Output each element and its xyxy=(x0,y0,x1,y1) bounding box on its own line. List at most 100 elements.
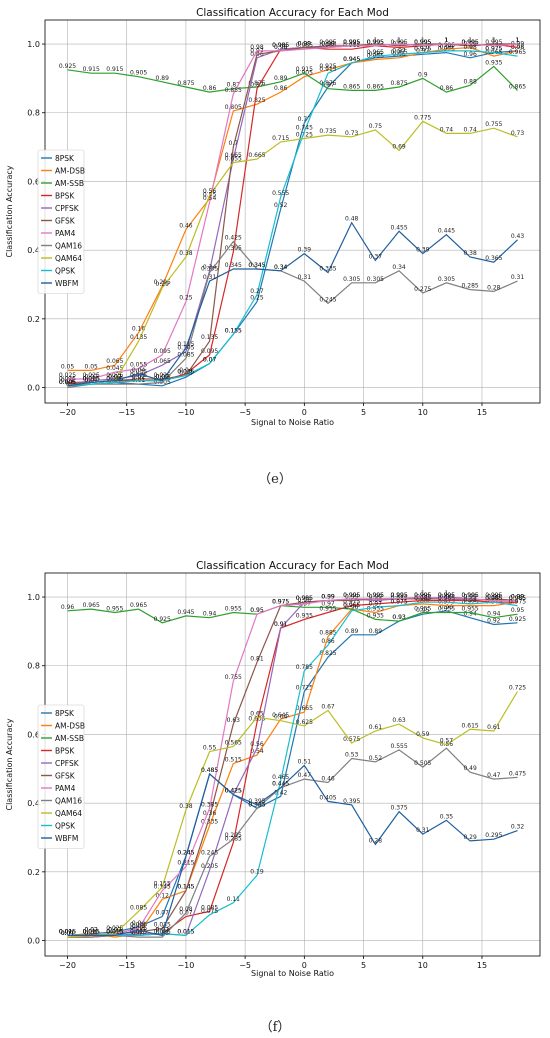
data-label: 0.01 xyxy=(85,377,99,384)
data-label: 0.31 xyxy=(416,827,430,834)
data-label: 0.995 xyxy=(367,592,384,599)
data-label: 0.89 xyxy=(369,628,383,635)
data-label: 0.02 xyxy=(108,374,122,381)
data-label: 0.915 xyxy=(83,66,100,73)
data-label: 0.98 xyxy=(511,44,525,51)
data-label: 0.945 xyxy=(177,609,194,616)
data-label: 0.64 xyxy=(274,714,288,721)
data-label: 0.99 xyxy=(463,593,477,600)
data-label: 0.015 xyxy=(83,928,100,935)
data-label: 0.485 xyxy=(201,767,218,774)
data-label: 0.995 xyxy=(414,39,431,46)
data-label: 0.65 xyxy=(250,710,264,717)
data-label: 0.34 xyxy=(274,264,288,271)
data-label: 0.99 xyxy=(298,40,312,47)
data-label: 0.985 xyxy=(414,595,431,602)
series-line-qpsk xyxy=(67,601,518,937)
data-label: 0.875 xyxy=(390,80,407,87)
data-label: 0.98 xyxy=(511,44,525,51)
data-label: 1 xyxy=(397,37,401,44)
data-label: 0.57 xyxy=(440,738,454,745)
data-label: 0.825 xyxy=(248,97,265,104)
data-label: 0.995 xyxy=(390,592,407,599)
series-line-pam4 xyxy=(67,43,518,380)
chart-title: Classification Accuracy for Each Mod xyxy=(196,560,389,572)
data-label: 0.305 xyxy=(438,276,455,283)
data-label: 0.995 xyxy=(485,39,502,46)
data-label: 0.01 xyxy=(61,930,75,937)
data-label: 0.005 xyxy=(59,379,76,386)
data-label: 0.99 xyxy=(345,593,359,600)
data-label: 0.05 xyxy=(61,363,75,370)
data-label: 0.73 xyxy=(345,130,359,137)
data-label: 0.015 xyxy=(59,928,76,935)
data-label: 1 xyxy=(445,37,449,44)
data-label: 0.925 xyxy=(319,63,336,70)
legend-entry: BPSK xyxy=(55,192,75,201)
data-label: 0.825 xyxy=(319,650,336,657)
data-label: 0.425 xyxy=(225,788,242,795)
data-label: 0.86 xyxy=(440,85,454,92)
data-label: 0.94 xyxy=(203,611,217,618)
data-label: 0.95 xyxy=(511,607,525,614)
data-label: 0.985 xyxy=(272,42,289,49)
data-label: 0.395 xyxy=(225,245,242,252)
data-label: 0.34 xyxy=(274,264,288,271)
data-label: 0.31 xyxy=(203,274,217,281)
y-tick-label: 1.0 xyxy=(27,40,40,49)
data-label: 0.99 xyxy=(511,593,525,600)
data-label: 0.02 xyxy=(108,927,122,934)
data-label: 0.445 xyxy=(272,781,289,788)
x-tick-label: 5 xyxy=(361,961,366,970)
series-line-qam64 xyxy=(67,120,518,387)
data-label: 0.995 xyxy=(414,39,431,46)
data-label: 0.715 xyxy=(272,135,289,142)
y-tick-label: 0.2 xyxy=(27,868,40,877)
data-label: 0.455 xyxy=(390,224,407,231)
y-tick-label: 0.8 xyxy=(27,109,40,118)
data-label: 0.955 xyxy=(106,606,123,613)
legend-entry: AM-SSB xyxy=(55,734,84,743)
data-label: 0.245 xyxy=(177,849,194,856)
data-label: 0.995 xyxy=(485,592,502,599)
data-label: 0.02 xyxy=(85,927,99,934)
data-label: 0.075 xyxy=(201,908,218,915)
legend-entry: GFSK xyxy=(55,772,76,781)
data-label: 0.475 xyxy=(509,770,526,777)
data-label: 0.59 xyxy=(416,731,430,738)
data-label: 0.53 xyxy=(345,751,359,758)
series-line-cpfsk xyxy=(67,596,518,937)
data-label: 0.955 xyxy=(225,606,242,613)
data-label: 0.56 xyxy=(203,188,217,195)
data-label: 0.065 xyxy=(154,358,171,365)
data-label: 0.365 xyxy=(485,255,502,262)
data-label: 0.035 xyxy=(154,922,171,929)
data-label: 0.735 xyxy=(319,128,336,135)
data-label: 0.405 xyxy=(319,794,336,801)
data-label: 0.575 xyxy=(343,736,360,743)
data-label: 0.995 xyxy=(343,592,360,599)
data-label: 0.87 xyxy=(227,82,241,89)
data-label: 0.945 xyxy=(343,56,360,63)
data-label: 1 xyxy=(468,37,472,44)
data-label: 0.995 xyxy=(414,592,431,599)
data-label: 0.135 xyxy=(201,334,218,341)
data-label: 1 xyxy=(445,37,449,44)
data-label: 0.63 xyxy=(227,717,241,724)
data-label: 0.56 xyxy=(250,741,264,748)
data-label: 0.055 xyxy=(130,362,147,369)
data-label: 0.81 xyxy=(250,655,264,662)
data-label: 0.43 xyxy=(511,233,525,240)
data-label: 0.875 xyxy=(177,80,194,87)
data-label: 0.02 xyxy=(156,927,170,934)
data-label: 0.965 xyxy=(83,602,100,609)
data-label: 0.015 xyxy=(106,928,123,935)
data-label: 0.995 xyxy=(319,39,336,46)
data-label: 0.02 xyxy=(108,374,122,381)
data-label: 0.555 xyxy=(272,190,289,197)
data-label: 0.39 xyxy=(416,247,430,254)
data-label: 0.02 xyxy=(156,927,170,934)
data-label: 0.97 xyxy=(392,47,406,54)
data-label: 0.02 xyxy=(108,374,122,381)
x-tick-label: 10 xyxy=(418,408,428,417)
